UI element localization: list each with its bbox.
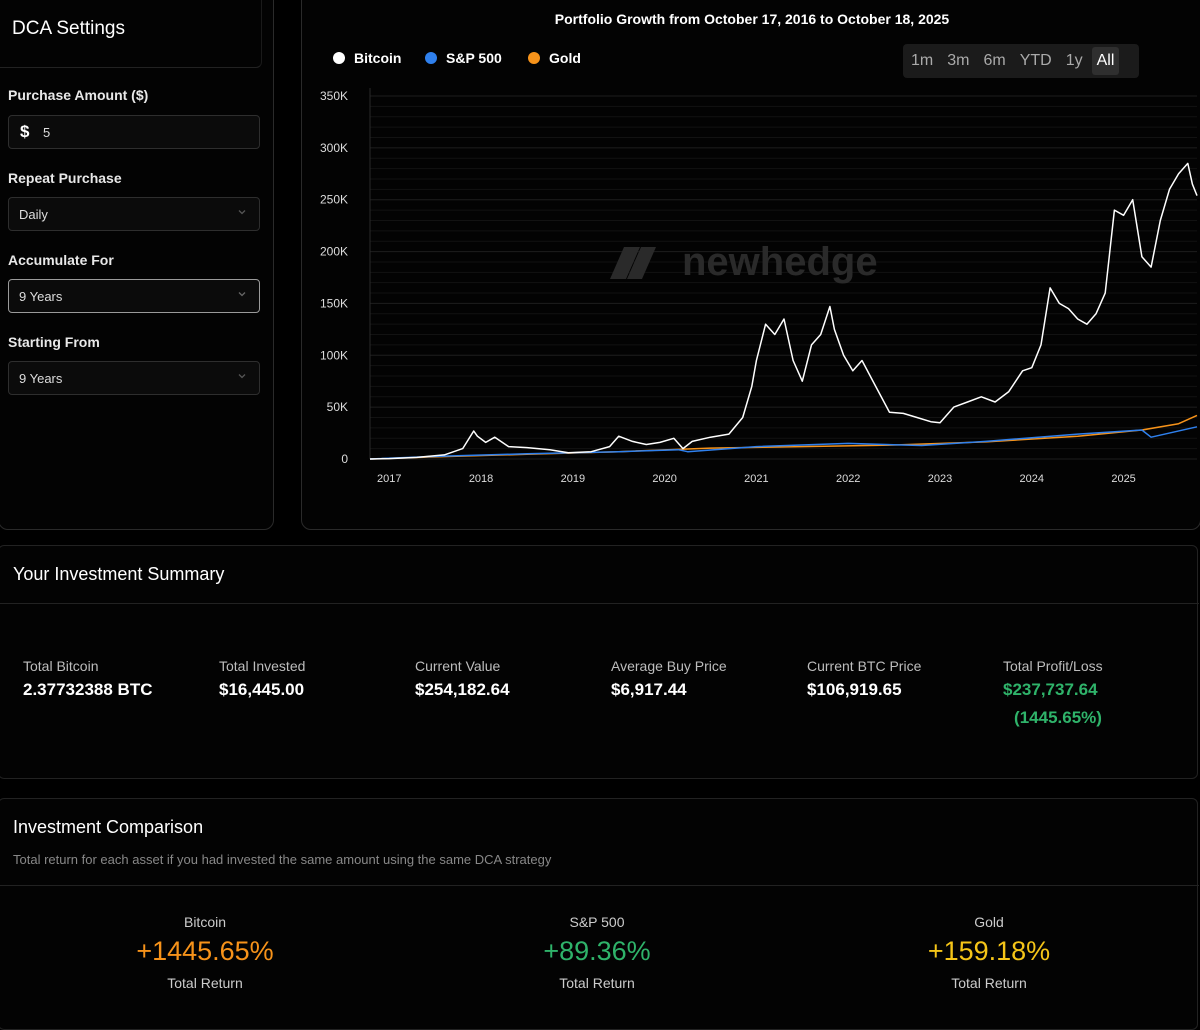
x-tick-label: 2017 [377,473,401,485]
legend-dot-icon [333,52,345,64]
asset-return-caption: Total Return [559,975,635,991]
portfolio-chart-panel: Portfolio Growth from October 17, 2016 t… [301,0,1200,530]
stat-label: Total Bitcoin [23,658,99,674]
asset-return: +159.18% [927,936,1051,966]
x-tick-label: 2024 [1020,473,1044,485]
stat-label: Average Buy Price [611,658,727,674]
x-tick-label: 2021 [744,473,768,485]
x-tick-label: 2022 [836,473,860,485]
investment-summary-panel: Your Investment Summary Total Bitcoin 2.… [0,545,1199,779]
comparison-gold: Gold +159.18% Total Return [839,914,1139,991]
asset-return-caption: Total Return [951,975,1027,991]
x-tick-label: 2020 [652,473,676,485]
series-line-s-p-500 [369,426,1198,460]
repeat-purchase-value: Daily [19,207,48,222]
y-tick-label: 100K [320,348,348,362]
y-tick-label: 0 [341,452,348,466]
settings-header: DCA Settings [0,0,262,68]
stat-value: $6,917.44 [611,680,687,699]
divider [0,885,1199,886]
legend-dot-icon [425,52,437,64]
comparison-subtitle: Total return for each asset if you had i… [13,852,552,867]
asset-return: +1445.65% [136,936,274,966]
y-tick-label: 350K [320,89,348,103]
range-selector: 1m 3m 6m YTD 1y All [903,44,1139,78]
chevron-down-icon [238,374,246,379]
stat-label: Total Profit/Loss [1003,658,1103,674]
comparison-sp500: S&P 500 +89.36% Total Return [447,914,747,991]
legend-label: S&P 500 [446,50,502,66]
range-button-1m[interactable]: 1m [911,52,934,69]
asset-name: Bitcoin [183,914,227,930]
stat-current-value: Current Value $254,182.64 [415,658,510,700]
y-tick-label: 200K [320,245,348,259]
x-tick-label: 2018 [469,473,493,485]
legend-item-bitcoin[interactable]: Bitcoin [333,50,401,66]
profit-value: $237,737.64 [1003,680,1098,699]
y-tick-label: 50K [327,400,348,414]
portfolio-line-chart[interactable]: newhedge 0 50K 100K 150K 200K 250K 300K 350K 201… [302,0,1200,529]
range-button-ytd[interactable]: YTD [1019,52,1052,69]
profit-percent: (1445.65%) [1014,708,1102,727]
asset-return-caption: Total Return [167,975,243,991]
asset-name: S&P 500 [569,914,625,930]
legend-item-gold[interactable]: Gold [528,50,581,66]
purchase-amount-label: Purchase Amount ($) [8,87,149,103]
x-tick-label: 2019 [561,473,585,485]
investment-comparison-panel: Investment Comparison Total return for e… [0,798,1199,1030]
x-tick-label: 2025 [1111,473,1135,485]
purchase-amount-value: 5 [43,125,51,140]
summary-title: Your Investment Summary [13,564,225,584]
stat-total-invested: Total Invested $16,445.00 [219,658,305,700]
dollar-icon: $ [20,122,30,141]
stat-value: $16,445.00 [219,680,305,699]
stat-total-bitcoin: Total Bitcoin 2.37732388 BTC [23,658,152,700]
accumulate-for-label: Accumulate For [8,252,114,268]
stat-total-profit-loss: Total Profit/Loss $237,737.64 (1445.65%) [1003,658,1113,728]
watermark-text: newhedge [682,240,878,284]
legend-label: Bitcoin [354,50,402,66]
stat-current-btc-price: Current BTC Price $106,919.65 [807,658,921,700]
accumulate-for-select[interactable]: 9 Years [8,279,260,313]
stat-label: Current Value [415,658,501,674]
purchase-amount-input[interactable]: $ 5 [8,115,260,149]
legend-dot-icon [528,52,540,64]
range-button-1y[interactable]: 1y [1065,52,1083,69]
starting-from-select[interactable]: 9 Years [8,361,260,395]
stat-value: $106,919.65 [807,680,902,699]
repeat-purchase-label: Repeat Purchase [8,170,122,186]
dca-settings-panel: DCA Settings Purchase Amount ($) $ 5 Rep… [0,0,274,530]
divider [0,603,1199,604]
range-button-3m[interactable]: 3m [947,52,970,69]
stat-average-buy-price: Average Buy Price $6,917.44 [611,658,727,700]
comparison-title: Investment Comparison [13,817,204,837]
y-tick-label: 300K [320,141,348,155]
asset-name: Gold [974,914,1004,930]
settings-title: DCA Settings [12,18,125,39]
comparison-bitcoin: Bitcoin +1445.65% Total Return [55,914,355,991]
repeat-purchase-select[interactable]: Daily [8,197,260,231]
starting-from-value: 9 Years [19,371,63,386]
chart-title: Portfolio Growth from October 17, 2016 t… [554,11,950,27]
stat-value: $254,182.64 [415,680,510,699]
chevron-down-icon [238,292,246,297]
x-tick-label: 2023 [928,473,952,485]
y-tick-label: 250K [320,193,348,207]
series-line-bitcoin [369,162,1198,460]
legend-label: Gold [549,50,581,66]
range-button-all[interactable]: All [1091,47,1120,75]
asset-return: +89.36% [543,936,651,966]
stat-value: 2.37732388 BTC [23,680,153,699]
stat-label: Total Invested [219,658,306,674]
stat-label: Current BTC Price [807,658,922,674]
newhedge-watermark: newhedge [610,240,878,284]
accumulate-for-value: 9 Years [19,289,63,304]
chevron-down-icon [238,210,246,215]
legend-item-sp500[interactable]: S&P 500 [425,50,502,66]
starting-from-label: Starting From [8,334,100,350]
range-button-6m[interactable]: 6m [983,52,1006,69]
y-tick-label: 150K [320,296,348,310]
